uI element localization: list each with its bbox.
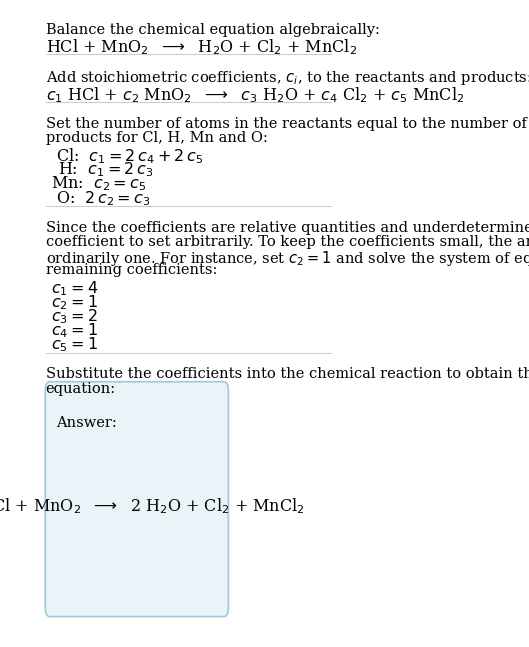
Text: $c_3 = 2$: $c_3 = 2$ [51, 307, 98, 326]
Text: O:  $2\,c_2 = c_3$: O: $2\,c_2 = c_3$ [57, 189, 151, 208]
Text: $c_5 = 1$: $c_5 = 1$ [51, 336, 98, 355]
Text: equation:: equation: [45, 382, 116, 396]
Text: Substitute the coefficients into the chemical reaction to obtain the balanced: Substitute the coefficients into the che… [45, 367, 529, 382]
Text: Cl:  $c_1 = 2\,c_4 + 2\,c_5$: Cl: $c_1 = 2\,c_4 + 2\,c_5$ [57, 146, 204, 166]
FancyBboxPatch shape [45, 382, 229, 617]
Text: Answer:: Answer: [57, 416, 117, 430]
Text: Set the number of atoms in the reactants equal to the number of atoms in the: Set the number of atoms in the reactants… [45, 117, 529, 131]
Text: 4 HCl + MnO$_2$  $\longrightarrow$  2 H$_2$O + Cl$_2$ + MnCl$_2$: 4 HCl + MnO$_2$ $\longrightarrow$ 2 H$_2… [0, 497, 305, 516]
Text: remaining coefficients:: remaining coefficients: [45, 263, 217, 278]
Text: ordinarily one. For instance, set $c_2 = 1$ and solve the system of equations fo: ordinarily one. For instance, set $c_2 =… [45, 249, 529, 268]
Text: products for Cl, H, Mn and O:: products for Cl, H, Mn and O: [45, 131, 267, 146]
Text: HCl + MnO$_2$  $\longrightarrow$  H$_2$O + Cl$_2$ + MnCl$_2$: HCl + MnO$_2$ $\longrightarrow$ H$_2$O +… [45, 38, 357, 57]
Text: Balance the chemical equation algebraically:: Balance the chemical equation algebraica… [45, 23, 379, 37]
Text: $c_1$ HCl + $c_2$ MnO$_2$  $\longrightarrow$  $c_3$ H$_2$O + $c_4$ Cl$_2$ + $c_5: $c_1$ HCl + $c_2$ MnO$_2$ $\longrightarr… [45, 85, 464, 105]
Text: Mn:  $c_2 = c_5$: Mn: $c_2 = c_5$ [51, 175, 147, 193]
Text: Add stoichiometric coefficients, $c_i$, to the reactants and products:: Add stoichiometric coefficients, $c_i$, … [45, 69, 529, 87]
Text: H:  $c_1 = 2\,c_3$: H: $c_1 = 2\,c_3$ [58, 160, 153, 179]
Text: $c_1 = 4$: $c_1 = 4$ [51, 279, 98, 298]
Text: Since the coefficients are relative quantities and underdetermined, choose a: Since the coefficients are relative quan… [45, 221, 529, 235]
Text: coefficient to set arbitrarily. To keep the coefficients small, the arbitrary va: coefficient to set arbitrarily. To keep … [45, 235, 529, 249]
Text: $c_2 = 1$: $c_2 = 1$ [51, 293, 98, 312]
Text: $c_4 = 1$: $c_4 = 1$ [51, 322, 98, 340]
